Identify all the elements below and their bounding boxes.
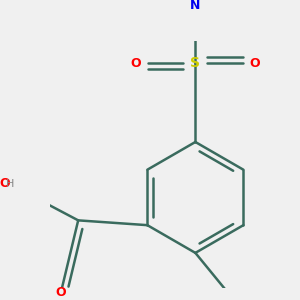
Text: O: O (0, 177, 11, 190)
Text: O: O (130, 57, 141, 70)
Text: O: O (250, 57, 260, 70)
Text: N: N (190, 0, 201, 12)
Text: S: S (190, 56, 200, 70)
Text: O: O (56, 286, 66, 299)
Text: H: H (6, 179, 15, 189)
